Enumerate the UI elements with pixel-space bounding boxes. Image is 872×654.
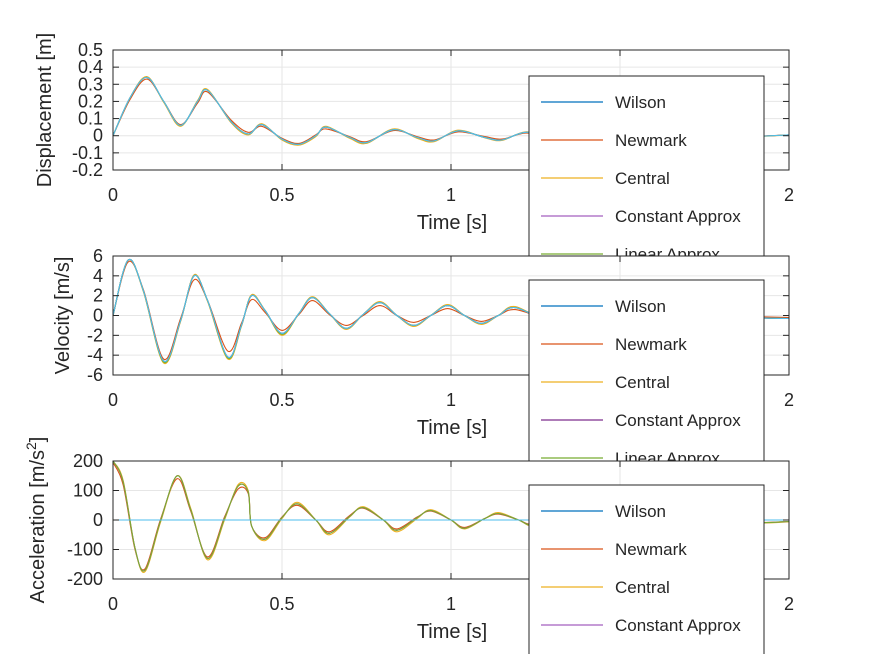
legend-box [528, 484, 765, 654]
y-tick-label: 200 [73, 451, 103, 471]
x-tick-label: 2 [784, 594, 794, 614]
y-tick-label: 6 [93, 246, 103, 266]
y-axis-label: Displacement [m] [34, 33, 56, 188]
y-tick-label: 0 [93, 510, 103, 530]
legend-label: Central [615, 373, 670, 392]
x-tick-label: 0.5 [269, 594, 294, 614]
legend-label: Newmark [615, 335, 687, 354]
x-tick-label: 2 [784, 390, 794, 410]
legend-label: Constant Approx [615, 616, 741, 635]
x-tick-label: 0.5 [269, 390, 294, 410]
y-tick-label: -100 [67, 540, 103, 560]
y-tick-label: -200 [67, 569, 103, 589]
y-tick-label: -6 [87, 365, 103, 385]
legend-box [528, 279, 765, 482]
legend: Wilson Newmark Central Constant Approx [528, 484, 765, 654]
y-tick-label: -0.2 [72, 160, 103, 180]
legend-label: Central [615, 578, 670, 597]
y-tick-label: 2 [93, 286, 103, 306]
x-tick-label: 1 [446, 594, 456, 614]
legend-label: Constant Approx [615, 207, 741, 226]
x-tick-label: 2 [784, 185, 794, 205]
y-tick-label: 0 [93, 126, 103, 146]
legend-label: Central [615, 169, 670, 188]
legend-label: Newmark [615, 540, 687, 559]
y-tick-label: 0.2 [78, 91, 103, 111]
x-axis-label: Time [s] [417, 621, 487, 643]
legend-label: Newmark [615, 131, 687, 150]
y-tick-label: -2 [87, 325, 103, 345]
x-tick-label: 0 [108, 185, 118, 205]
y-axis-label: Velocity [m/s] [52, 257, 74, 375]
y-axis-label-superscript: 2 [23, 442, 39, 450]
y-axis-label: Acceleration [m/s2] [23, 437, 49, 604]
x-tick-label: 1 [446, 390, 456, 410]
y-tick-label: -4 [87, 345, 103, 365]
legend-label: Wilson [615, 93, 666, 112]
legend-label: Wilson [615, 502, 666, 521]
x-axis-label: Time [s] [417, 417, 487, 439]
y-tick-label: 0.3 [78, 74, 103, 94]
x-tick-label: 0.5 [269, 185, 294, 205]
legend-label: Wilson [615, 297, 666, 316]
y-tick-label: 0 [93, 306, 103, 326]
y-tick-label: 4 [93, 266, 103, 286]
y-tick-label: 0.1 [78, 109, 103, 129]
legend-label: Constant Approx [615, 411, 741, 430]
x-tick-label: 1 [446, 185, 456, 205]
x-axis-label: Time [s] [417, 212, 487, 234]
y-tick-label: 0.4 [78, 57, 103, 77]
y-tick-label: 0.5 [78, 40, 103, 60]
x-tick-label: 0 [108, 594, 118, 614]
y-tick-label: -0.1 [72, 143, 103, 163]
x-tick-label: 0 [108, 390, 118, 410]
subplot-3: 0 0.5 1 2 -200 -100 0 100 200 Time [s] Acceleratio… [23, 437, 794, 654]
y-tick-label: 100 [73, 481, 103, 501]
